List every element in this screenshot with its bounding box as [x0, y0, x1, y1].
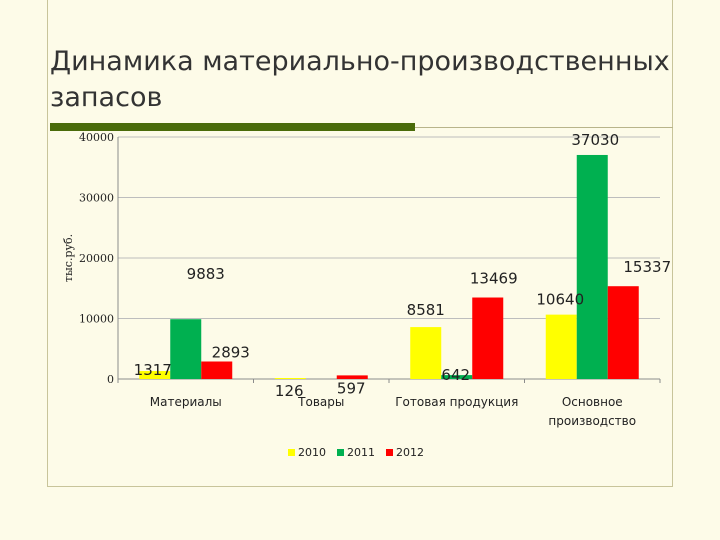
y-tick-label: 30000 [79, 192, 114, 205]
data-label: 37030 [571, 131, 619, 149]
bar-2012-1 [201, 361, 233, 379]
legend-label: 2012 [396, 446, 424, 459]
legend-label: 2010 [298, 446, 326, 459]
legend-swatch-2011 [337, 449, 344, 456]
y-tick-label: 0 [107, 373, 114, 386]
y-tick-label: 40000 [79, 131, 114, 144]
data-label: 15337 [623, 258, 671, 276]
bar-2011-3 [441, 375, 473, 379]
legend-swatch-2010 [288, 449, 295, 456]
frame-left-line [47, 0, 48, 486]
x-tick-label: Основное производство [548, 395, 636, 428]
data-label: 597 [337, 379, 366, 397]
y-tick-label: 20000 [79, 252, 114, 265]
title-accent-line [415, 127, 673, 128]
legend: 2010 2011 2012 [288, 446, 424, 459]
x-tick-label: Готовая продукция [395, 395, 518, 409]
data-label: 8581 [407, 301, 445, 319]
bar-2012-4 [607, 286, 639, 379]
bar-2012-2 [336, 375, 368, 379]
legend-swatch-2012 [386, 449, 393, 456]
x-tick-label: Материалы [150, 395, 222, 409]
legend-label: 2011 [347, 446, 375, 459]
bar-2012-3 [472, 297, 504, 379]
data-label: 10640 [536, 291, 584, 309]
bar-2011-4 [576, 154, 608, 379]
data-label: 1317 [134, 361, 172, 379]
frame-right-line [672, 0, 673, 486]
data-label: 2893 [212, 343, 250, 361]
bar-2010-3 [410, 327, 442, 379]
title-accent-bar [50, 123, 415, 131]
data-label: 13469 [470, 270, 518, 288]
frame-bottom-line [47, 486, 673, 487]
y-tick-label: 10000 [79, 313, 114, 326]
bar-2010-1 [139, 371, 171, 379]
bar-2010-4 [545, 314, 577, 379]
bar-layer [139, 154, 639, 379]
x-tick-label: Товары [297, 395, 344, 409]
bar-2011-1 [170, 319, 202, 379]
y-axis-title: тыс.руб. [62, 234, 75, 282]
data-label: 126 [275, 382, 304, 400]
page-title: Динамика материально-производственных за… [50, 46, 670, 113]
data-label: 9883 [187, 265, 225, 283]
bar-2010-2 [274, 378, 306, 379]
data-label: 642 [441, 366, 470, 384]
